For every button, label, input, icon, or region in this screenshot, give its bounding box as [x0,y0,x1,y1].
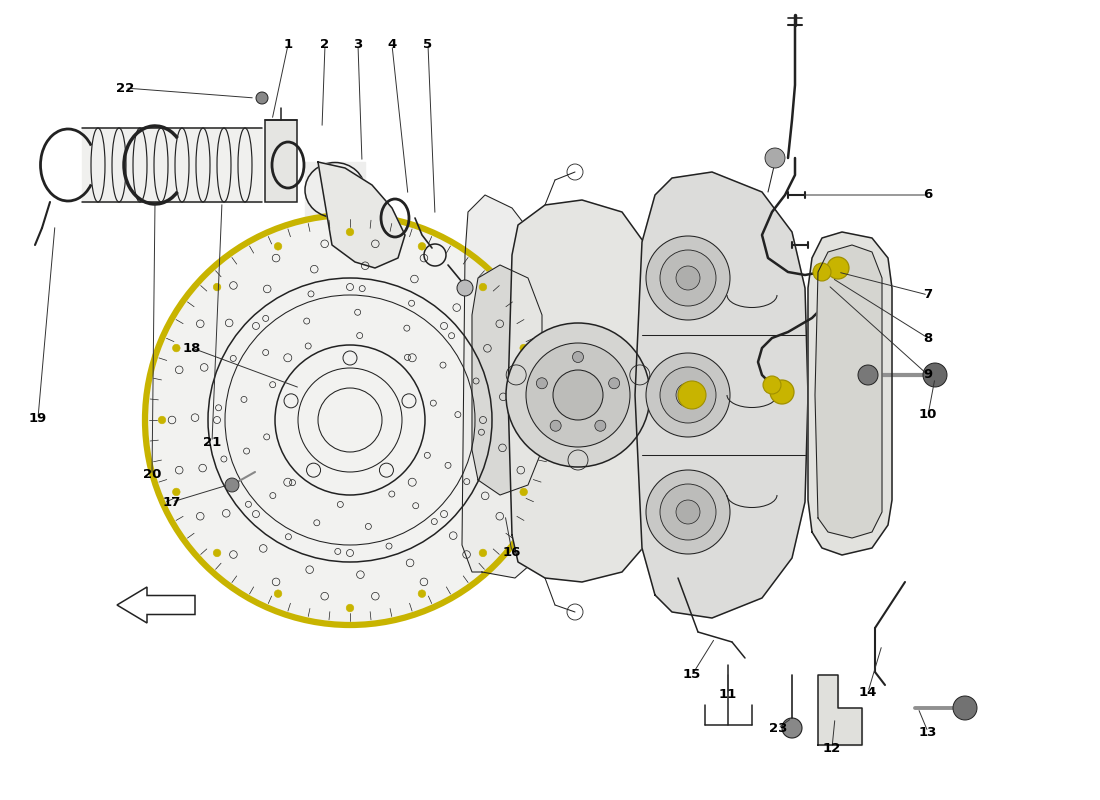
Text: since 1985: since 1985 [609,418,791,451]
Text: 1: 1 [284,38,293,51]
Text: 5: 5 [424,38,432,51]
Circle shape [827,257,849,279]
Circle shape [813,263,830,281]
Polygon shape [82,128,262,202]
Text: 13: 13 [918,726,937,738]
Circle shape [520,488,528,496]
Text: a passion for parts: a passion for parts [496,505,704,525]
Text: 8: 8 [923,331,933,345]
Circle shape [550,420,561,431]
Circle shape [173,488,180,496]
Text: 11: 11 [719,689,737,702]
Circle shape [646,470,730,554]
Polygon shape [808,232,892,555]
Circle shape [506,323,650,467]
Circle shape [660,250,716,306]
Circle shape [456,280,473,296]
Text: 9: 9 [923,369,933,382]
Circle shape [158,416,166,424]
Circle shape [770,380,794,404]
Circle shape [572,351,583,362]
Text: 6: 6 [923,189,933,202]
Circle shape [676,266,700,290]
Circle shape [782,718,802,738]
Text: 2: 2 [320,38,330,51]
Polygon shape [508,200,662,582]
Text: 19: 19 [29,411,47,425]
Circle shape [676,500,700,524]
Text: 23: 23 [769,722,788,734]
Circle shape [646,236,730,320]
Circle shape [520,344,528,352]
Text: 20: 20 [143,469,162,482]
Circle shape [553,370,603,420]
Circle shape [526,343,630,447]
Text: 14: 14 [859,686,877,698]
Polygon shape [635,172,808,618]
Circle shape [535,416,542,424]
Circle shape [660,367,716,423]
Text: 17: 17 [163,495,182,509]
Circle shape [145,215,556,625]
Circle shape [213,283,221,291]
Circle shape [213,549,221,557]
Circle shape [274,590,282,598]
Circle shape [660,484,716,540]
Circle shape [418,242,426,250]
Text: 12: 12 [823,742,842,754]
Text: euroc: euroc [484,303,756,386]
Polygon shape [818,675,862,745]
Circle shape [858,365,878,385]
Bar [265,120,297,202]
Circle shape [678,381,706,409]
Circle shape [346,604,354,612]
Polygon shape [462,195,552,578]
Text: 22: 22 [116,82,134,94]
FancyArrow shape [117,587,195,623]
Text: 7: 7 [923,289,933,302]
Circle shape [764,148,785,168]
Text: 16: 16 [503,546,521,558]
Circle shape [480,283,486,291]
Circle shape [480,549,486,557]
Circle shape [608,378,619,389]
Circle shape [595,420,606,431]
Circle shape [173,344,180,352]
Circle shape [274,242,282,250]
Text: 4: 4 [387,38,397,51]
Circle shape [763,376,781,394]
Circle shape [646,353,730,437]
Circle shape [256,92,268,104]
Circle shape [418,590,426,598]
Circle shape [346,228,354,236]
Circle shape [226,478,239,492]
Polygon shape [472,265,542,495]
Circle shape [923,363,947,387]
Polygon shape [815,245,882,538]
Circle shape [537,378,548,389]
Circle shape [676,383,700,407]
Text: 15: 15 [683,669,701,682]
Text: 3: 3 [353,38,363,51]
Circle shape [953,696,977,720]
Text: 21: 21 [202,435,221,449]
Text: 10: 10 [918,409,937,422]
Polygon shape [318,162,405,268]
Text: 18: 18 [183,342,201,354]
